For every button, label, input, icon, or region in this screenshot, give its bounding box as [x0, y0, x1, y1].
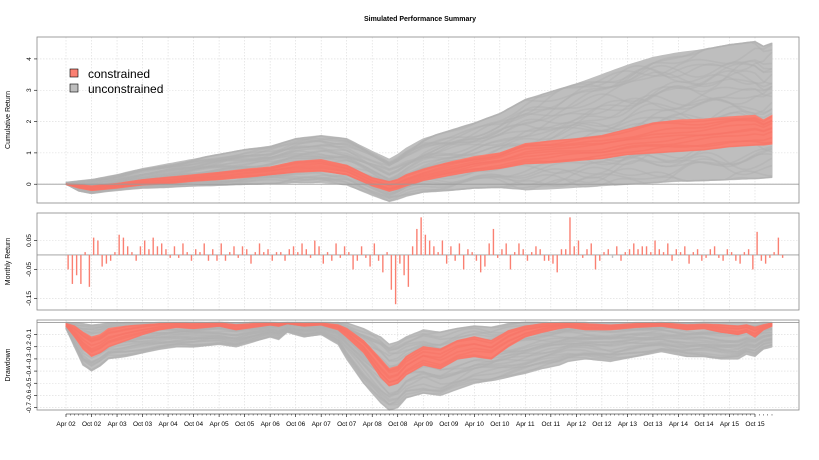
drawdown-ytick-label: -0.1 [26, 329, 33, 341]
drawdown-unconstrained-path [65, 325, 773, 396]
constrained-path [65, 141, 773, 192]
drawdown-ytick-label: -0.7 [26, 402, 33, 414]
constrained-path [65, 118, 773, 188]
x-tick-label: Oct 12 [592, 421, 612, 428]
x-tick-label: Oct 05 [235, 421, 255, 428]
monthly-ylabel: Monthly Return [5, 238, 12, 286]
monthly-ytick-label: -0.05 [26, 262, 33, 277]
x-tick-label: Oct 03 [133, 421, 153, 428]
legend-label-constrained: constrained [88, 67, 150, 81]
x-tick-label: Apr 13 [618, 421, 638, 428]
x-tick-label: Apr 04 [158, 421, 178, 428]
drawdown-ytick-label: -0.5 [26, 377, 33, 389]
drawdown-unconstrained-path [65, 327, 773, 406]
constrained-path [65, 131, 773, 190]
x-tick-label: Apr 05 [210, 421, 230, 428]
x-tick-label: Apr 15 [720, 421, 740, 428]
x-tick-label: Oct 10 [490, 421, 510, 428]
drawdown-unconstrained-path [65, 326, 773, 406]
unconstrained-path [65, 91, 773, 187]
unconstrained-path [66, 60, 773, 184]
x-tick-label: Apr 06 [261, 421, 281, 428]
x-tick-label: Oct 11 [542, 421, 561, 428]
x-tick-label: Oct 04 [184, 421, 204, 428]
unconstrained-path [65, 166, 773, 198]
x-tick-label: Oct 15 [745, 421, 765, 428]
x-tick-label: Apr 09 [414, 421, 434, 428]
cumulative-ylabel: Cumulative Return [5, 91, 12, 149]
cumulative-ytick-label: 0 [26, 182, 33, 186]
drawdown-ytick-label: -0.3 [26, 353, 33, 365]
legend-swatch-constrained [69, 68, 79, 78]
drawdown-panel: -0.1-0.2-0.3-0.4-0.5-0.6-0.7 Drawdown [5, 319, 800, 414]
x-tick-label: Apr 10 [465, 421, 485, 428]
chart-title: Simulated Performance Summary [364, 16, 476, 23]
cumulative-frame [36, 36, 800, 204]
monthly-return-panel: 0.05 -0.05 -0.15 Monthly Return [5, 212, 800, 311]
drawdown-ytick-label: -0.2 [26, 341, 33, 353]
x-tick-label: Oct 02 [82, 421, 102, 428]
monthly-ytick-label: -0.15 [26, 291, 33, 306]
x-tick-label: Oct 08 [388, 421, 408, 428]
drawdown-ytick-label: -0.4 [26, 365, 33, 377]
x-tick-label: Oct 09 [439, 421, 459, 428]
cumulative-ytick-label: 2 [26, 119, 33, 123]
cumulative-ytick-label: 1 [26, 151, 33, 155]
legend-label-unconstrained: unconstrained [88, 82, 163, 96]
x-tick-label: Apr 14 [669, 421, 689, 428]
legend-swatch-unconstrained [69, 83, 79, 93]
x-tick-label: Apr 02 [56, 421, 76, 428]
drawdown-constrained-path [65, 321, 773, 372]
unconstrained-path [65, 85, 773, 187]
drawdown-ytick-label: -0.6 [26, 389, 33, 401]
x-tick-label: Apr 08 [363, 421, 383, 428]
x-tick-label: Apr 12 [567, 421, 587, 428]
cumulative-return-panel: 0 1 2 3 4 Cumulative Return [5, 36, 800, 204]
monthly-frame [36, 212, 800, 311]
x-tick-label: Apr 11 [516, 421, 535, 428]
x-axis: Apr 02 Oct 02 Apr 03 Oct 03 Apr 04 Oct 04 Apr … [56, 413, 773, 428]
x-tick-label: Oct 07 [337, 421, 357, 428]
x-tick-label: Oct 14 [694, 421, 714, 428]
unconstrained-path [65, 40, 773, 184]
x-tick-label: Oct 06 [286, 421, 306, 428]
cumulative-ytick-label: 3 [26, 88, 33, 92]
drawdown-frame [36, 319, 800, 411]
x-tick-label: Oct 13 [643, 421, 663, 428]
constrained-path [65, 115, 773, 187]
drawdown-ylabel: Drawdown [5, 348, 12, 381]
x-tick-label: Apr 07 [312, 421, 332, 428]
legend: constrained unconstrained [69, 67, 163, 96]
monthly-ytick-label: 0.05 [26, 234, 33, 247]
cumulative-ytick-label: 4 [26, 57, 33, 61]
x-tick-label: Apr 03 [107, 421, 127, 428]
